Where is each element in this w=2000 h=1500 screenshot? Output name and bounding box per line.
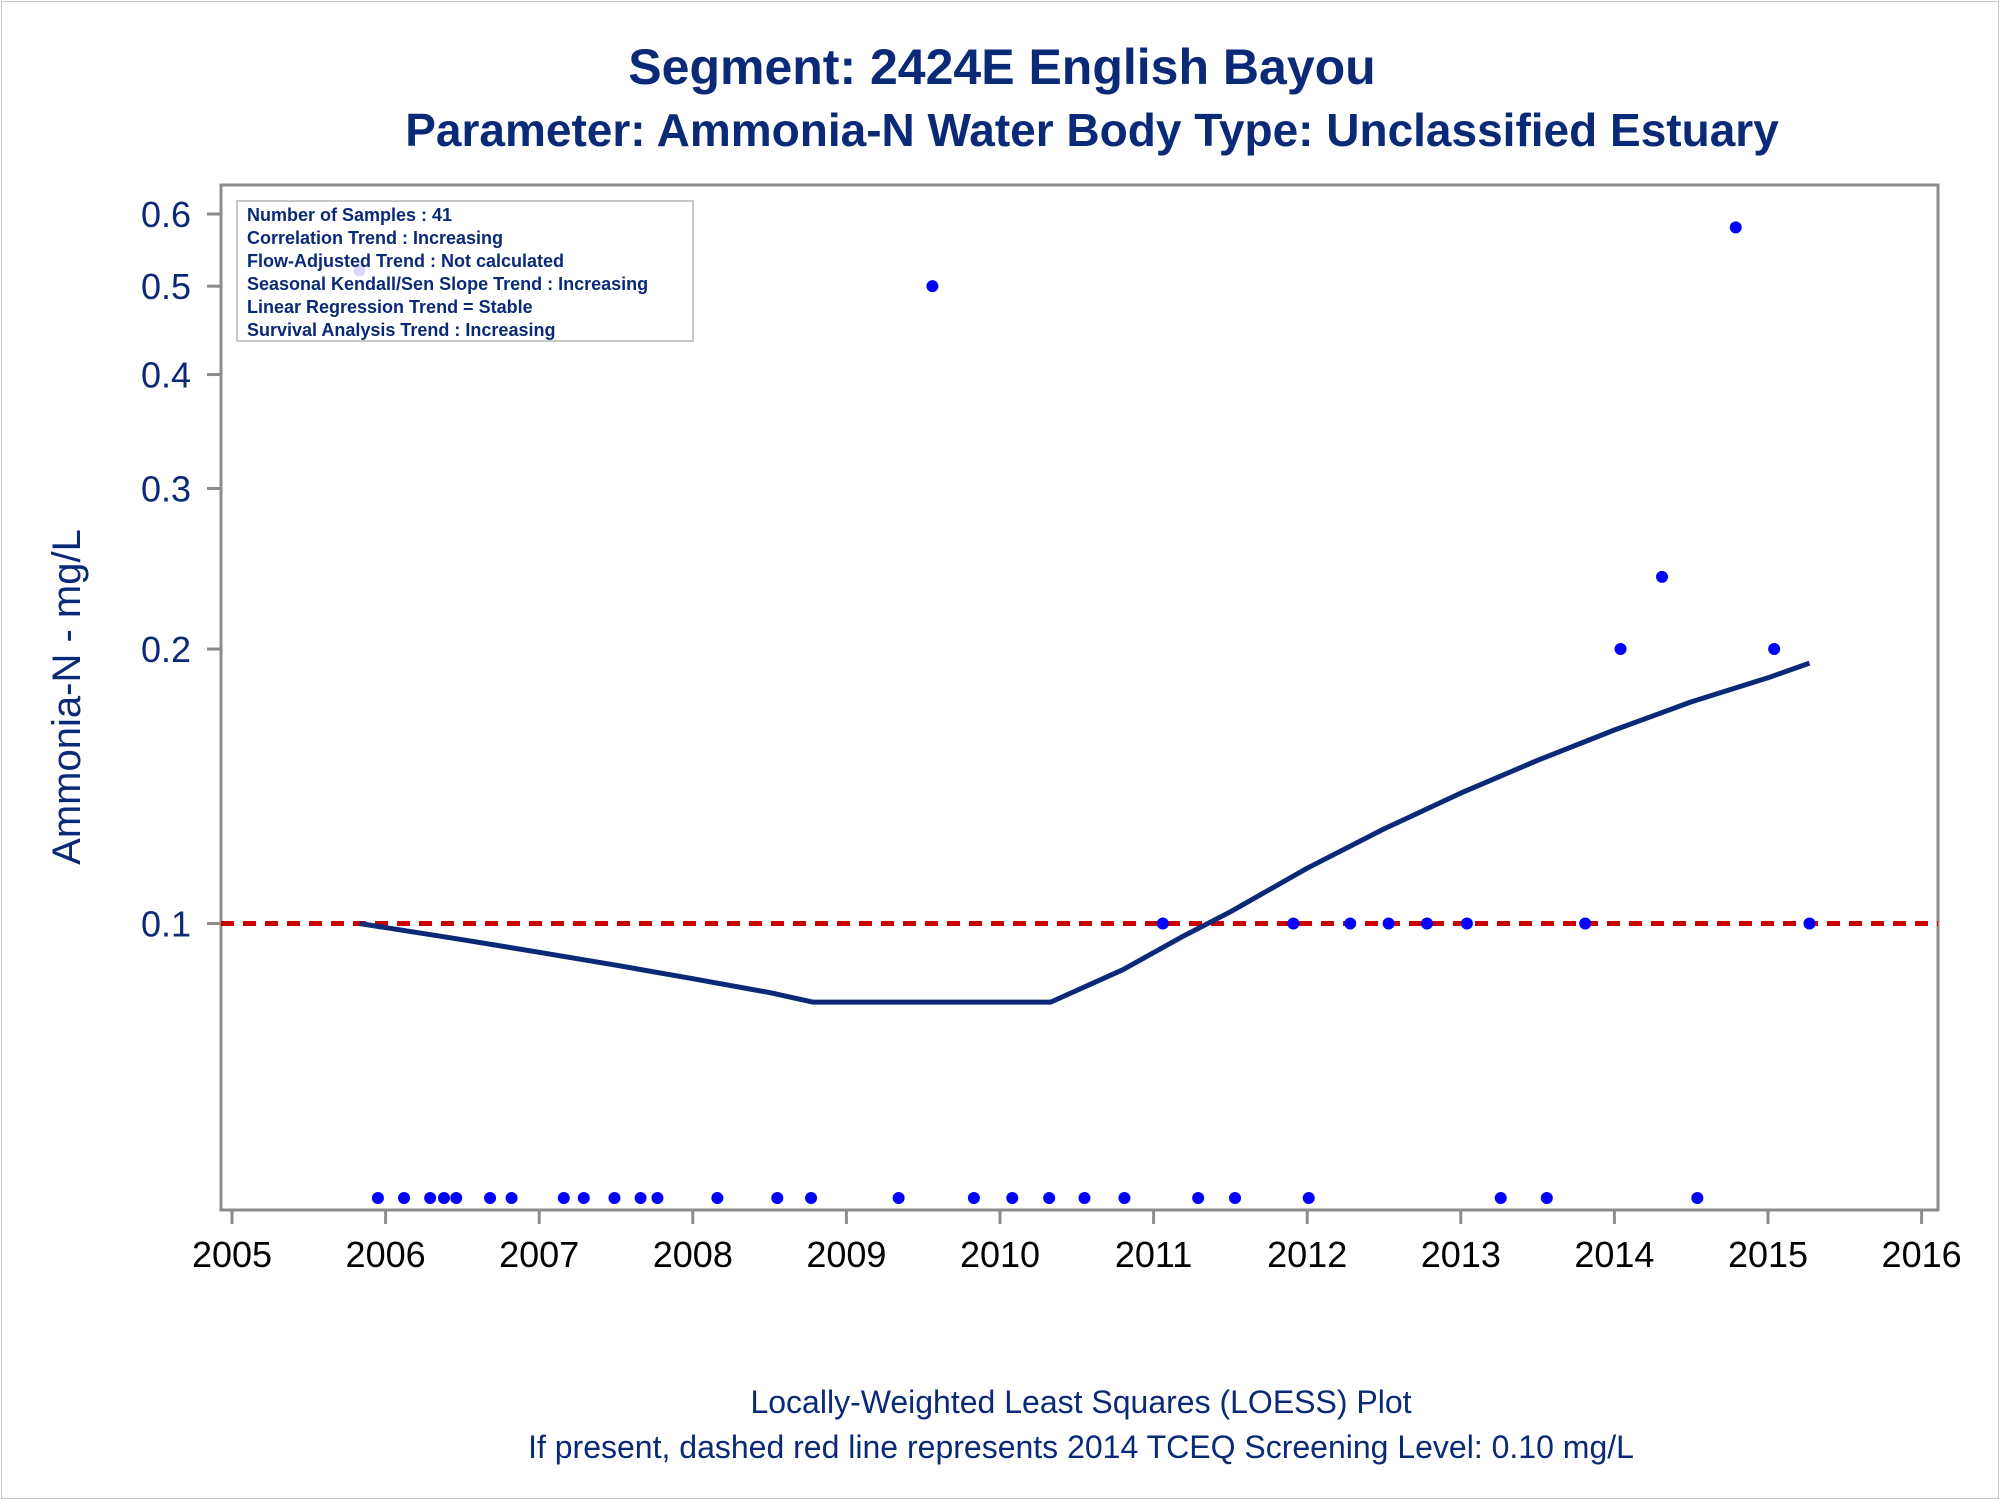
y-tick-label: 0.1 xyxy=(141,904,191,945)
loess-line xyxy=(359,660,1811,1005)
x-tick-label: 2010 xyxy=(960,1234,1040,1275)
stats-line: Correlation Trend : Increasing xyxy=(247,228,503,248)
sample-point xyxy=(1078,1192,1091,1204)
sample-point xyxy=(1656,570,1669,583)
y-axis: 0.1 0.2 0.3 0.4 0.5 0.6 xyxy=(141,194,221,945)
sample-point xyxy=(1382,917,1395,930)
sample-point xyxy=(634,1192,647,1204)
stats-box: Number of Samples : 41 Correlation Trend… xyxy=(236,200,694,342)
sample-point xyxy=(371,1192,384,1204)
x-tick-label: 2005 xyxy=(192,1234,272,1275)
sample-point xyxy=(1803,917,1816,930)
stats-box-frame xyxy=(236,200,694,342)
x-tick-label: 2009 xyxy=(806,1234,886,1275)
sample-point xyxy=(1579,917,1592,930)
sample-point xyxy=(557,1192,570,1204)
x-tick-label: 2014 xyxy=(1574,1234,1654,1275)
sample-point xyxy=(484,1192,497,1204)
sample-point xyxy=(892,1192,905,1204)
sample-point xyxy=(437,1192,450,1204)
sample-point xyxy=(424,1192,437,1204)
footnote-1: Locally-Weighted Least Squares (LOESS) P… xyxy=(750,1384,1411,1420)
sample-point xyxy=(1494,1192,1507,1204)
stats-line: Linear Regression Trend = Stable xyxy=(247,297,533,317)
x-tick-label: 2007 xyxy=(499,1234,579,1275)
y-axis-label: Ammonia-N - mg/L xyxy=(45,529,89,865)
sample-point xyxy=(967,1192,980,1204)
sample-point xyxy=(1460,917,1473,930)
sample-point xyxy=(450,1192,463,1204)
stats-line: Seasonal Kendall/Sen Slope Trend : Incre… xyxy=(247,274,648,294)
x-axis: 2005 2006 2007 2008 2009 2010 2011 2012 2013 2014… xyxy=(192,1210,1962,1275)
sample-point xyxy=(1156,917,1169,930)
y-tick-label: 0.4 xyxy=(141,355,191,396)
sample-points xyxy=(353,221,1816,1204)
stats-line: Number of Samples : 41 xyxy=(247,205,452,225)
y-tick-label: 0.6 xyxy=(141,194,191,235)
sample-point xyxy=(1302,1192,1315,1204)
sample-point xyxy=(1229,1192,1242,1204)
plot-area xyxy=(219,183,1940,1212)
sample-point xyxy=(805,1192,818,1204)
sample-point xyxy=(1768,643,1781,656)
sample-point xyxy=(1729,221,1742,234)
x-tick-label: 2016 xyxy=(1882,1234,1962,1275)
sample-point xyxy=(1006,1192,1019,1204)
sample-point xyxy=(1691,1192,1704,1204)
y-tick-label: 0.3 xyxy=(141,468,191,509)
sample-point xyxy=(1540,1192,1553,1204)
sample-point xyxy=(1118,1192,1131,1204)
y-tick-label: 0.2 xyxy=(141,629,191,670)
sample-point xyxy=(505,1192,518,1204)
sample-point xyxy=(1344,917,1357,930)
sample-point xyxy=(711,1192,724,1204)
sample-point xyxy=(1421,917,1434,930)
x-tick-label: 2013 xyxy=(1421,1234,1501,1275)
x-tick-label: 2015 xyxy=(1728,1234,1808,1275)
sample-point xyxy=(577,1192,590,1204)
x-tick-label: 2011 xyxy=(1115,1234,1192,1275)
stats-line: Survival Analysis Trend : Increasing xyxy=(247,320,555,340)
x-tick-label: 2006 xyxy=(346,1234,426,1275)
sample-point xyxy=(398,1192,411,1204)
sample-point xyxy=(651,1192,664,1204)
sample-point xyxy=(608,1192,621,1204)
footnote-2: If present, dashed red line represents 2… xyxy=(528,1429,1634,1465)
stats-line: Flow-Adjusted Trend : Not calculated xyxy=(247,251,564,271)
x-tick-label: 2008 xyxy=(653,1234,733,1275)
sample-point xyxy=(926,280,939,293)
sample-point xyxy=(1614,643,1627,656)
y-tick-label: 0.5 xyxy=(141,266,191,307)
sample-point xyxy=(771,1192,784,1204)
sample-point xyxy=(1043,1192,1056,1204)
chart-title: Segment: 2424E English Bayou xyxy=(628,39,1375,95)
chart-subtitle: Parameter: Ammonia-N Water Body Type: Un… xyxy=(405,104,1779,156)
sample-point xyxy=(1287,917,1300,930)
sample-point xyxy=(1192,1192,1205,1204)
x-tick-label: 2012 xyxy=(1267,1234,1347,1275)
